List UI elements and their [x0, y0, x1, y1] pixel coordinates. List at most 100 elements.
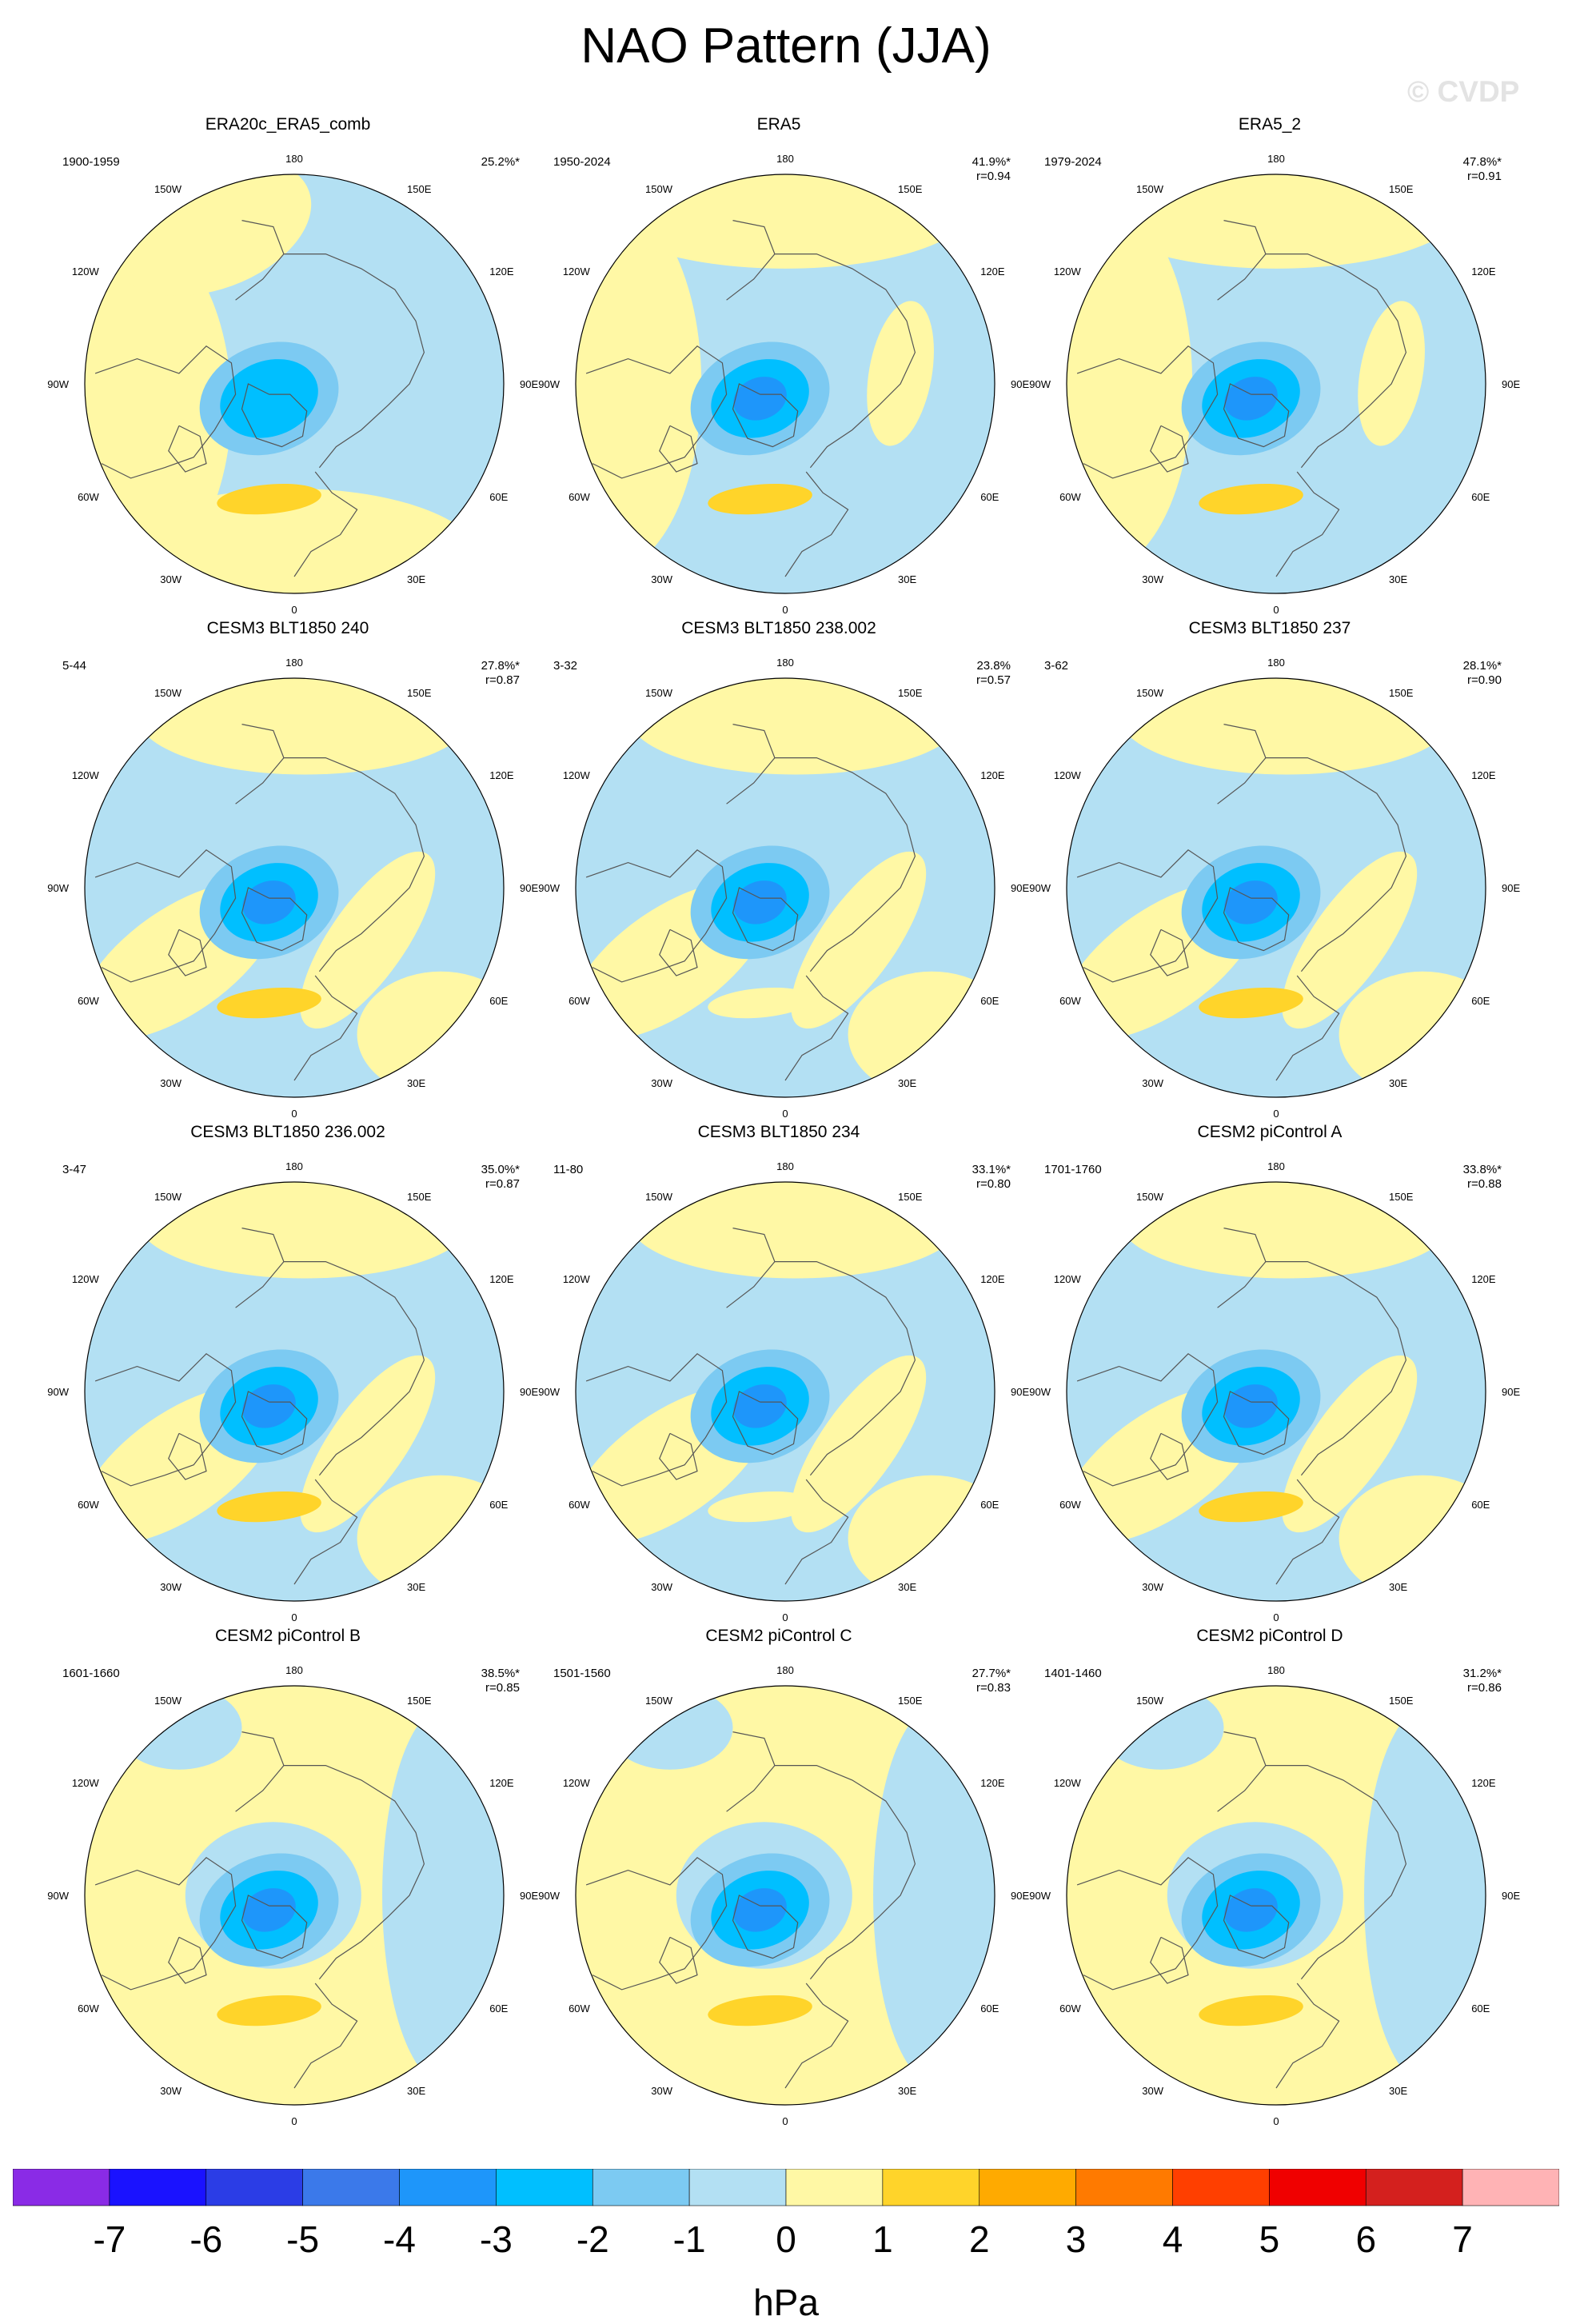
panel-variance-explained: 28.1%* [1462, 659, 1502, 673]
panel-years: 5-44 [62, 659, 87, 673]
colorbar-swatch [979, 2169, 1076, 2206]
coastline [1076, 1353, 1219, 1487]
map-frame [84, 174, 505, 594]
coastline [235, 220, 285, 301]
colorbar-swatch [399, 2169, 497, 2206]
longitude-label: 90E [1011, 378, 1029, 390]
panel-stats: 33.1%* r=0.80 [972, 1163, 1011, 1192]
panel-stats: 35.0%* r=0.87 [481, 1163, 520, 1192]
longitude-label: 60E [980, 995, 999, 1007]
panel-variance-explained: 31.2%* [1462, 1667, 1502, 1680]
longitude-label: 120E [1471, 769, 1496, 781]
longitude-label: 120W [563, 266, 591, 278]
panel-pattern-correlation: r=0.57 [976, 673, 1011, 687]
longitude-label: 120E [489, 1777, 514, 1789]
longitude-label: 30E [407, 2085, 425, 2097]
longitude-label: 180 [776, 657, 794, 669]
panel-stats: 23.8% r=0.57 [976, 659, 1011, 688]
polar-map: 180 150E 120E 90E 60E 30E 0 30W 60W 90W 120W 150W [538, 153, 1029, 616]
coastline [726, 1731, 776, 1812]
panel-stats: 33.8%* r=0.88 [1463, 1163, 1502, 1192]
longitude-label: 150W [1136, 183, 1164, 195]
colorbar-swatch [1269, 2169, 1367, 2206]
longitude-label: 30W [1142, 1077, 1163, 1089]
positive-anomaly-region [137, 678, 473, 775]
map-panel: ERA5_2 1979-2024 47.8%* r=0.91 180 150E 120E 90… [1022, 115, 1520, 619]
longitude-label: 90E [1502, 1890, 1520, 1902]
longitude-label: 30W [651, 1077, 672, 1089]
longitude-label: 60W [78, 995, 99, 1007]
coastline [168, 928, 207, 976]
panel-years: 1601-1660 [62, 1667, 120, 1680]
panel-stats: 38.5%* r=0.85 [481, 1667, 520, 1695]
longitude-label: 30W [651, 573, 672, 585]
longitude-label: 120E [980, 769, 1005, 781]
longitude-label: 60W [1059, 491, 1081, 503]
coastline [168, 1432, 207, 1480]
panel-title: CESM3 BLT1850 238.002 [681, 619, 876, 637]
longitude-label: 30W [651, 2085, 672, 2097]
coastline [1265, 757, 1407, 972]
panel-title: CESM2 piControl D [1196, 1627, 1343, 1645]
coastline [585, 1857, 728, 1991]
longitude-label: 60W [78, 491, 99, 503]
longitude-label: 120W [563, 769, 591, 781]
colorbar: -7 -6 -5 -4 -3 -2 -1 0 1 2 3 4 5 6 7 [13, 2169, 1559, 2260]
longitude-label: 60W [78, 2003, 99, 2015]
longitude-label: 60E [980, 2003, 999, 2015]
coastline [1217, 1731, 1267, 1812]
positive-south-lobe [708, 1995, 812, 2027]
panel-title: CESM3 BLT1850 234 [697, 1123, 860, 1141]
coastline [1217, 724, 1267, 805]
coastline [235, 1228, 285, 1308]
positive-south-lobe [708, 987, 812, 1019]
coastline [293, 975, 358, 1081]
coastline [726, 1228, 776, 1308]
coastline [168, 425, 207, 473]
coastline [659, 1936, 698, 1984]
longitude-label: 120E [489, 266, 514, 278]
colorbar-tick-label: 3 [1066, 2218, 1087, 2260]
panel-variance-explained: 35.0%* [481, 1163, 520, 1176]
coastline [1223, 1391, 1290, 1455]
longitude-label: 150E [1389, 1191, 1414, 1203]
map-frame [1066, 677, 1486, 1098]
longitude-label: 60E [489, 2003, 508, 2015]
longitude-label: 0 [782, 1108, 788, 1120]
colorbar-swatch [882, 2169, 980, 2206]
panel-years: 3-62 [1044, 659, 1069, 673]
polar-map: 180 150E 120E 90E 60E 30E 0 30W 60W 90W 120W 150W [1029, 1160, 1520, 1623]
panel-pattern-correlation: r=0.91 [1467, 170, 1502, 183]
longitude-label: 180 [1267, 153, 1285, 165]
longitude-label: 150W [1136, 687, 1164, 699]
longitude-label: 150W [645, 1191, 673, 1203]
panel-years: 3-32 [553, 659, 578, 673]
longitude-label: 180 [1267, 1664, 1285, 1676]
negative-anomaly-region [1364, 1707, 1486, 2084]
panel-title: ERA20c_ERA5_comb [205, 115, 371, 134]
colorbar-swatch [13, 2169, 110, 2206]
longitude-label: 30E [1389, 1581, 1407, 1593]
longitude-label: 90E [1011, 1386, 1029, 1398]
map-panel: CESM3 BLT1850 240 5-44 27.8%* r=0.87 180 150E… [40, 619, 538, 1123]
positive-south-lobe [708, 483, 812, 515]
polar-map: 180 150E 120E 90E 60E 30E 0 30W 60W 90W 120W 150W [538, 1664, 1029, 2127]
panel-stats: 41.9%* r=0.94 [972, 155, 1011, 184]
longitude-label: 150W [645, 183, 673, 195]
negative-anomaly-region [382, 1707, 504, 2084]
positive-anomaly-region [137, 1182, 473, 1279]
longitude-label: 150E [407, 183, 432, 195]
panel-title: CESM2 piControl C [705, 1627, 852, 1645]
longitude-label: 60W [1059, 1499, 1081, 1511]
map-frame [575, 174, 995, 594]
coastline [241, 383, 308, 448]
coastline [1076, 345, 1219, 479]
longitude-label: 30E [1389, 573, 1407, 585]
longitude-label: 90W [538, 1386, 560, 1398]
longitude-label: 180 [1267, 657, 1285, 669]
panel-stats: 25.2%* [481, 155, 520, 170]
panel-stats: 31.2%* r=0.86 [1463, 1667, 1502, 1695]
coastline [659, 928, 698, 976]
coastline [784, 1479, 849, 1585]
longitude-label: 0 [291, 1108, 297, 1120]
